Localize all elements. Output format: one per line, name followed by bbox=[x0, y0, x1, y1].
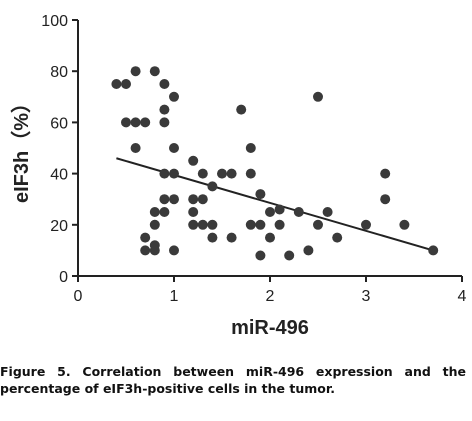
data-point bbox=[111, 79, 122, 89]
data-point bbox=[197, 168, 208, 179]
x-tick-label: 0 bbox=[74, 288, 83, 305]
figure-caption: Figure 5. Correlation between miR-496 ex… bbox=[0, 364, 466, 396]
data-point bbox=[169, 91, 179, 102]
data-point bbox=[255, 189, 266, 200]
data-point bbox=[217, 168, 227, 179]
data-point bbox=[255, 219, 266, 230]
data-point bbox=[149, 207, 160, 217]
x-tick-label: 4 bbox=[458, 288, 467, 305]
data-point bbox=[188, 155, 199, 166]
data-point bbox=[140, 232, 151, 243]
data-point bbox=[399, 219, 410, 230]
data-point bbox=[207, 232, 218, 243]
data-point bbox=[149, 66, 160, 77]
data-point bbox=[265, 232, 275, 243]
data-point bbox=[245, 219, 256, 230]
y-tick-label: 60 bbox=[50, 115, 68, 132]
y-axis-title: eIF3h（%） bbox=[10, 93, 33, 203]
y-tick-label: 100 bbox=[41, 13, 68, 30]
x-axis-title: miR-496 bbox=[231, 317, 309, 339]
data-point bbox=[188, 219, 199, 230]
data-point bbox=[380, 194, 391, 205]
data-point bbox=[149, 219, 160, 230]
data-point bbox=[130, 117, 141, 128]
data-point bbox=[121, 117, 131, 128]
data-point bbox=[332, 232, 343, 243]
data-point bbox=[159, 168, 170, 179]
data-point bbox=[245, 143, 256, 153]
data-point bbox=[130, 143, 141, 153]
data-point bbox=[159, 207, 170, 217]
x-tick-label: 2 bbox=[266, 288, 275, 305]
y-tick-label: 40 bbox=[50, 167, 68, 184]
data-point bbox=[293, 207, 304, 217]
data-point bbox=[159, 194, 170, 205]
data-point bbox=[380, 168, 391, 179]
data-point bbox=[226, 168, 237, 179]
x-tick-label: 1 bbox=[170, 288, 179, 305]
data-point bbox=[140, 117, 151, 128]
data-point bbox=[169, 194, 179, 205]
data-point bbox=[149, 245, 160, 256]
data-point bbox=[361, 219, 371, 230]
data-point bbox=[274, 219, 285, 230]
data-point bbox=[169, 168, 179, 179]
data-point bbox=[245, 168, 256, 179]
data-point bbox=[236, 104, 247, 115]
data-point bbox=[322, 207, 333, 217]
data-point bbox=[207, 181, 218, 192]
data-point bbox=[130, 66, 141, 77]
y-tick-label: 20 bbox=[50, 218, 68, 235]
y-tick-label: 80 bbox=[50, 64, 68, 81]
data-point bbox=[169, 143, 179, 153]
scatter-chart: 0 20 40 60 80 100 0 1 2 3 4 miR-496 eIF3h（%） bbox=[10, 13, 467, 339]
data-point bbox=[284, 250, 295, 261]
data-point bbox=[197, 219, 208, 230]
data-point bbox=[265, 207, 275, 217]
x-tick-label: 3 bbox=[362, 288, 371, 305]
data-point bbox=[121, 79, 131, 89]
plot-area: 0 20 40 60 80 100 0 1 2 3 4 bbox=[41, 13, 466, 305]
data-point bbox=[159, 117, 170, 128]
data-point bbox=[313, 219, 323, 230]
data-point bbox=[274, 204, 285, 215]
data-point bbox=[169, 245, 179, 256]
data-point bbox=[207, 219, 218, 230]
data-point bbox=[313, 91, 323, 102]
data-point bbox=[226, 232, 237, 243]
data-point bbox=[188, 207, 199, 217]
data-point bbox=[303, 245, 314, 256]
data-point bbox=[255, 250, 266, 261]
data-point bbox=[428, 245, 439, 256]
data-point bbox=[197, 194, 208, 205]
data-point bbox=[140, 245, 151, 256]
data-point bbox=[159, 104, 170, 115]
data-point bbox=[159, 79, 170, 89]
data-point bbox=[188, 194, 199, 205]
y-tick-label: 0 bbox=[59, 269, 68, 286]
